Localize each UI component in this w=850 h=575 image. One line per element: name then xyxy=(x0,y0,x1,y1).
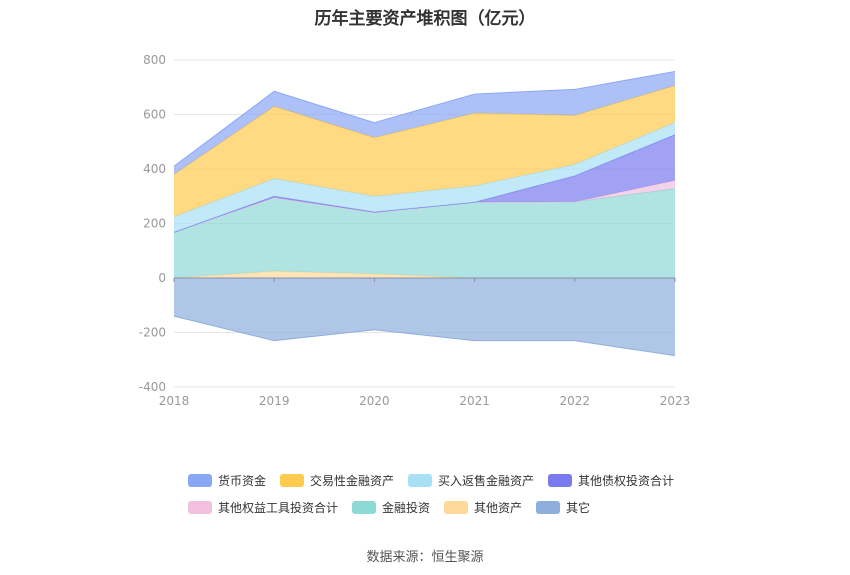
x-tick-label: 2023 xyxy=(660,394,691,408)
legend-swatch xyxy=(548,474,573,487)
legend-item-other-assets[interactable]: 其他资产 xyxy=(444,499,522,516)
area-series xyxy=(174,271,675,278)
y-tick-label: 200 xyxy=(143,217,166,231)
legend-swatch xyxy=(536,501,561,514)
y-tick-label: -400 xyxy=(139,380,166,394)
legend-item-other-equity-investments[interactable]: 其他权益工具投资合计 xyxy=(188,499,338,516)
x-tick-label: 2020 xyxy=(359,394,390,408)
legend-swatch xyxy=(352,501,377,514)
legend-row-1: 货币资金 交易性金融资产 买入返售金融资产 其他债权投资合计 xyxy=(188,472,708,489)
y-tick-label: 400 xyxy=(143,162,166,176)
legend-label: 买入返售金融资产 xyxy=(438,474,535,488)
legend-label: 货币资金 xyxy=(218,474,267,488)
area-series xyxy=(174,85,675,217)
area-series xyxy=(174,278,675,356)
legend-row-2: 其他权益工具投资合计 金融投资 其他资产 其它 xyxy=(188,499,708,516)
x-tick-label: 2018 xyxy=(159,394,190,408)
x-tick-label: 2019 xyxy=(259,394,290,408)
legend-item-other-debt-investments[interactable]: 其他债权投资合计 xyxy=(548,472,674,489)
legend-label: 交易性金融资产 xyxy=(310,474,395,488)
legend-label: 其他权益工具投资合计 xyxy=(218,501,339,515)
legend-item-trading-assets[interactable]: 交易性金融资产 xyxy=(280,472,394,489)
legend-swatch xyxy=(188,474,212,487)
data-source: 数据来源：恒生聚源 xyxy=(366,550,484,565)
y-tick-label: 600 xyxy=(143,108,166,122)
legend-label: 其他资产 xyxy=(474,501,523,515)
legend-item-reverse-repo[interactable]: 买入返售金融资产 xyxy=(408,472,534,489)
area-series xyxy=(174,188,675,278)
legend-swatch xyxy=(280,474,305,487)
area-series-edge xyxy=(173,70,676,167)
legend: 货币资金 交易性金融资产 买入返售金融资产 其他债权投资合计 其他权益工具投资合… xyxy=(188,472,708,526)
legend-label: 其他债权投资合计 xyxy=(578,474,675,488)
x-tick-label: 2021 xyxy=(459,394,490,408)
legend-item-others[interactable]: 其它 xyxy=(536,499,590,516)
chart-title: 历年主要资产堆积图（亿元） xyxy=(314,9,536,29)
legend-swatch xyxy=(444,501,469,514)
legend-label: 其它 xyxy=(566,501,591,515)
area-series xyxy=(174,134,675,233)
legend-swatch xyxy=(188,501,212,514)
y-tick-label: 800 xyxy=(143,53,166,67)
area-layer xyxy=(173,70,676,357)
legend-item-financial-investments[interactable]: 金融投资 xyxy=(352,499,430,516)
legend-item-cash[interactable]: 货币资金 xyxy=(188,472,266,489)
legend-swatch xyxy=(408,474,433,487)
area-series-edge xyxy=(173,315,676,357)
legend-label: 金融投资 xyxy=(382,501,431,515)
area-series xyxy=(174,71,675,175)
x-tick-label: 2022 xyxy=(560,394,591,408)
y-tick-label: -200 xyxy=(139,326,166,340)
y-tick-label: 0 xyxy=(158,271,166,285)
